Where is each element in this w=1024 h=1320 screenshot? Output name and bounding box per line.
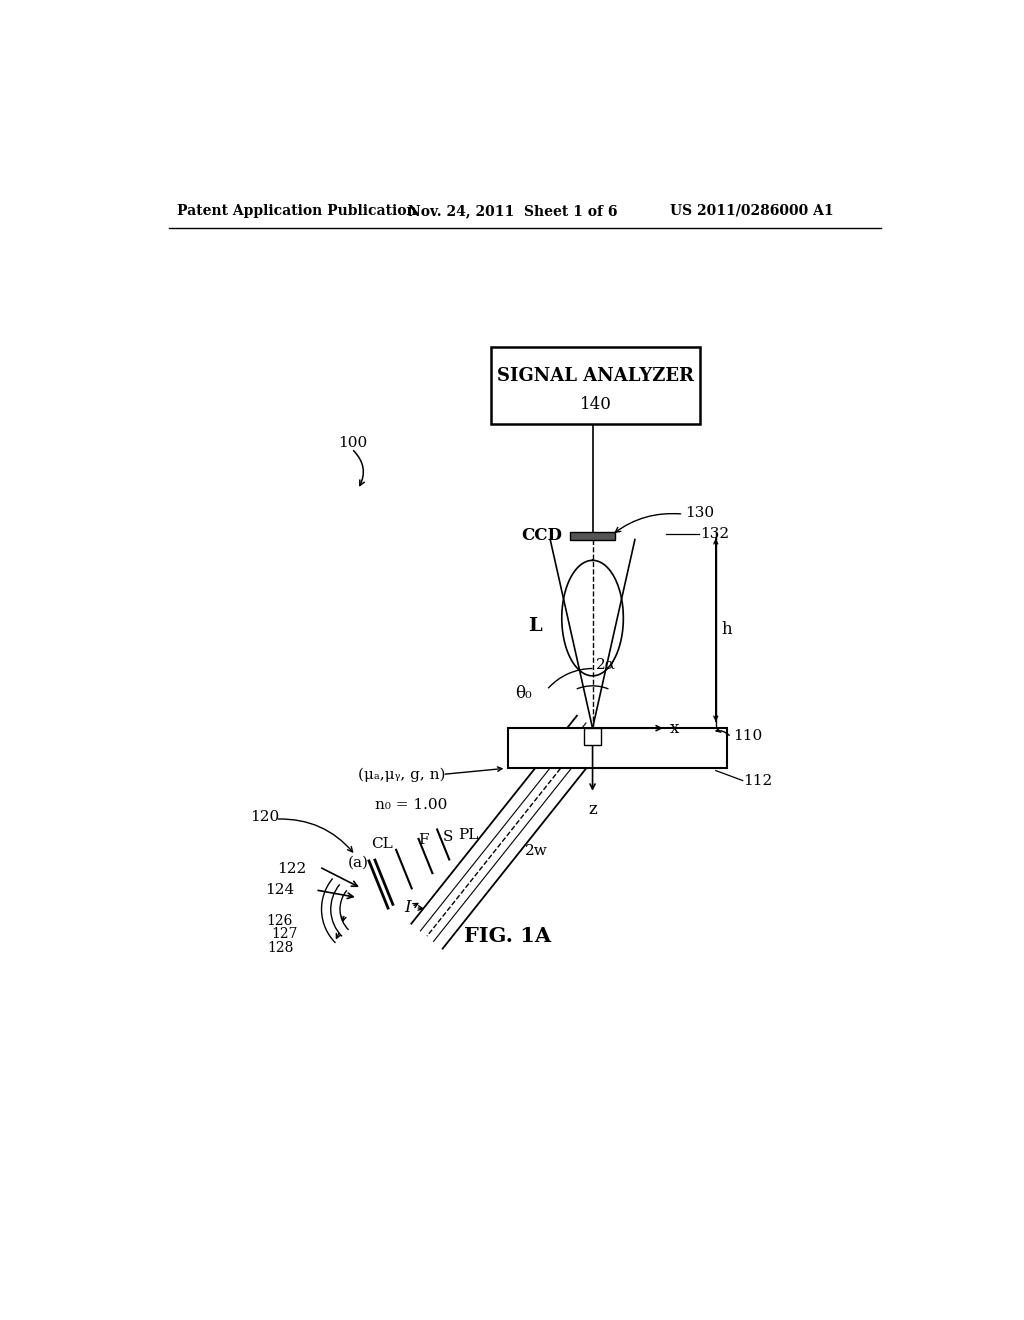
Text: 110: 110: [733, 729, 762, 743]
Text: Nov. 24, 2011  Sheet 1 of 6: Nov. 24, 2011 Sheet 1 of 6: [408, 203, 617, 218]
Bar: [490, 347, 700, 424]
Text: θ₀: θ₀: [515, 685, 532, 702]
Text: US 2011/0286000 A1: US 2011/0286000 A1: [670, 203, 834, 218]
Text: CCD: CCD: [521, 527, 562, 544]
Text: 132: 132: [700, 527, 729, 541]
Text: S: S: [442, 830, 453, 843]
Bar: [570, 532, 614, 540]
Text: F: F: [418, 833, 428, 847]
Bar: [508, 729, 727, 768]
Text: 122: 122: [276, 862, 306, 876]
Text: 126: 126: [266, 913, 292, 928]
Text: z: z: [588, 801, 597, 818]
Text: x: x: [670, 719, 679, 737]
Text: 2w: 2w: [524, 845, 548, 858]
Text: 112: 112: [743, 774, 773, 788]
Text: (μₐ,μᵧ, g, n): (μₐ,μᵧ, g, n): [357, 767, 445, 781]
Text: 128: 128: [267, 941, 294, 954]
Text: FIG. 1A: FIG. 1A: [464, 927, 551, 946]
Text: 2α: 2α: [596, 657, 616, 672]
Text: 100: 100: [339, 437, 368, 450]
Text: (a): (a): [348, 855, 369, 870]
Text: CL: CL: [371, 837, 392, 851]
Text: SIGNAL ANALYZER: SIGNAL ANALYZER: [497, 367, 694, 385]
Text: n₀ = 1.00: n₀ = 1.00: [376, 799, 447, 812]
Text: h: h: [722, 622, 732, 638]
Text: 124: 124: [265, 883, 295, 896]
Bar: [584, 729, 601, 744]
Text: 140: 140: [580, 396, 611, 413]
Text: 127: 127: [271, 927, 298, 941]
Text: 130: 130: [685, 506, 714, 520]
Text: I: I: [404, 899, 411, 916]
Text: L: L: [528, 616, 542, 635]
Text: 120: 120: [250, 809, 280, 824]
Text: Patent Application Publication: Patent Application Publication: [177, 203, 417, 218]
Text: PL: PL: [459, 828, 479, 842]
